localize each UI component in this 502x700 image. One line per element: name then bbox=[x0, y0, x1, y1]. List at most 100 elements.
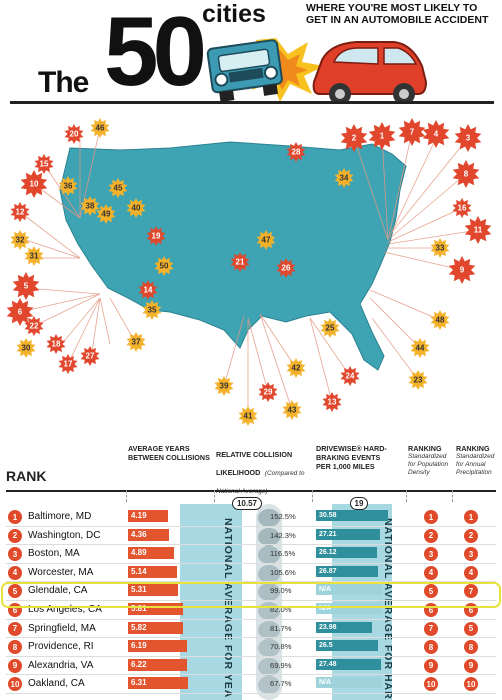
burst-marker: 1 bbox=[368, 122, 396, 150]
burst-marker: 10 bbox=[20, 170, 48, 198]
col-header-rank-density-sub: Standardized for Population Density bbox=[408, 453, 449, 476]
burst-marker: 11 bbox=[464, 216, 492, 244]
burst-label: 40 bbox=[132, 204, 141, 213]
col-header-rank-density-title: RANKING bbox=[408, 444, 442, 453]
burst-star-icon bbox=[230, 252, 250, 272]
burst-marker: 8 bbox=[452, 160, 480, 188]
burst-marker: 12 bbox=[10, 202, 30, 222]
burst-marker: 41 bbox=[238, 406, 258, 426]
years-bar: 6.22 bbox=[128, 658, 187, 671]
national-avg-years-band bbox=[180, 504, 242, 700]
city-name: Glendale, CA bbox=[28, 585, 88, 597]
precip-rank-badge: 5 bbox=[464, 621, 478, 636]
burst-marker: 14 bbox=[138, 280, 158, 300]
braking-bar: 26.12 bbox=[316, 547, 377, 559]
burst-marker: 30 bbox=[16, 338, 36, 358]
years-bar: 4.89 bbox=[128, 547, 174, 560]
burst-marker: 49 bbox=[96, 204, 116, 224]
burst-star-icon bbox=[334, 168, 354, 188]
burst-marker: 47 bbox=[256, 230, 276, 250]
relative-likelihood: 82.0% bbox=[270, 605, 292, 614]
burst-label: 8 bbox=[464, 170, 469, 179]
highlight-glendale bbox=[1, 582, 501, 608]
years-bar: 5.82 bbox=[128, 621, 183, 634]
burst-star-icon bbox=[286, 142, 306, 162]
burst-label: 1 bbox=[380, 132, 385, 141]
us-map-shape bbox=[59, 141, 407, 371]
burst-marker: 27 bbox=[80, 346, 100, 366]
burst-label: 6 bbox=[18, 308, 23, 317]
years-bar: 6.31 bbox=[128, 677, 188, 690]
national-avg-years-badge: 10.57 bbox=[232, 497, 262, 510]
relative-likelihood: 116.5% bbox=[270, 549, 296, 559]
braking-bar: 30.58 bbox=[316, 510, 388, 521]
table-header-divider bbox=[6, 490, 496, 492]
burst-marker: 44 bbox=[410, 338, 430, 358]
burst-marker: 35 bbox=[142, 300, 162, 320]
burst-star-icon bbox=[398, 118, 426, 146]
years-bar: 4.36 bbox=[128, 528, 169, 541]
burst-marker: 33 bbox=[430, 238, 450, 258]
burst-label: 34 bbox=[340, 174, 349, 183]
burst-label: 26 bbox=[282, 264, 291, 273]
national-avg-braking-label: NATIONAL AVERAGE FOR HAR bbox=[382, 518, 394, 700]
density-rank-badge: 3 bbox=[424, 547, 438, 562]
city-name: Worcester, MA bbox=[28, 566, 94, 578]
density-rank-badge: 7 bbox=[424, 621, 438, 636]
title-cities: cities bbox=[202, 0, 266, 28]
burst-marker: 32 bbox=[10, 230, 30, 250]
burst-star-icon bbox=[96, 204, 116, 224]
burst-marker: 3 bbox=[454, 124, 482, 152]
density-rank-badge: 10 bbox=[424, 677, 438, 692]
burst-marker: 16 bbox=[452, 198, 472, 218]
relative-likelihood: 99.0% bbox=[270, 586, 292, 596]
burst-label: 7 bbox=[410, 128, 415, 137]
burst-star-icon bbox=[452, 160, 480, 188]
col-header-rank-precip-sub: Standardized for Annual Precipitation bbox=[456, 453, 495, 476]
burst-marker: 18 bbox=[46, 334, 66, 354]
precip-rank-badge: 2 bbox=[464, 528, 478, 543]
precip-rank-badge: 7 bbox=[464, 584, 478, 599]
burst-star-icon bbox=[126, 332, 146, 352]
national-avg-braking-badge: 19 bbox=[350, 497, 368, 510]
braking-bar: 23.98 bbox=[316, 621, 372, 633]
rank-header: RANK bbox=[6, 468, 47, 484]
burst-label: 25 bbox=[326, 324, 335, 333]
rank-badge: 1 bbox=[8, 510, 22, 524]
density-rank-badge: 8 bbox=[424, 640, 438, 655]
burst-marker: 31 bbox=[24, 246, 44, 266]
burst-star-icon bbox=[320, 318, 340, 338]
rank-badge: 7 bbox=[8, 621, 22, 636]
burst-label: 43 bbox=[288, 406, 297, 415]
burst-star-icon bbox=[24, 316, 44, 336]
burst-label: 21 bbox=[236, 258, 245, 267]
burst-marker: 50 bbox=[154, 256, 174, 276]
burst-label: 23 bbox=[414, 376, 423, 385]
jeep-icon bbox=[206, 39, 283, 103]
title-the: The bbox=[38, 66, 89, 99]
burst-label: 37 bbox=[132, 338, 141, 347]
precip-rank-badge: 10 bbox=[464, 677, 478, 692]
burst-label: 14 bbox=[144, 286, 153, 295]
density-rank-badge: 9 bbox=[424, 658, 438, 673]
burst-star-icon bbox=[90, 118, 110, 138]
burst-label: 32 bbox=[16, 236, 25, 245]
burst-marker: 34 bbox=[334, 168, 354, 188]
burst-label: 5 bbox=[24, 282, 29, 291]
burst-label: 48 bbox=[436, 316, 445, 325]
years-bar: 5.14 bbox=[128, 565, 177, 578]
title-subtitle: WHERE YOU'RE MOST LIKELY TO GET IN AN AU… bbox=[306, 2, 489, 27]
burst-marker: 20 bbox=[64, 124, 84, 144]
red-car-icon bbox=[312, 41, 428, 104]
burst-label: 38 bbox=[86, 202, 95, 211]
burst-star-icon bbox=[58, 176, 78, 196]
density-rank-badge: 4 bbox=[424, 565, 438, 580]
precip-rank-badge: 1 bbox=[464, 510, 478, 524]
burst-marker: 5 bbox=[12, 272, 40, 300]
likelihood-circle bbox=[258, 509, 280, 527]
burst-star-icon bbox=[80, 346, 100, 366]
burst-label: 24 bbox=[346, 372, 355, 381]
burst-label: 44 bbox=[416, 344, 425, 353]
likelihood-circle bbox=[258, 564, 280, 583]
burst-label: 42 bbox=[292, 364, 301, 373]
